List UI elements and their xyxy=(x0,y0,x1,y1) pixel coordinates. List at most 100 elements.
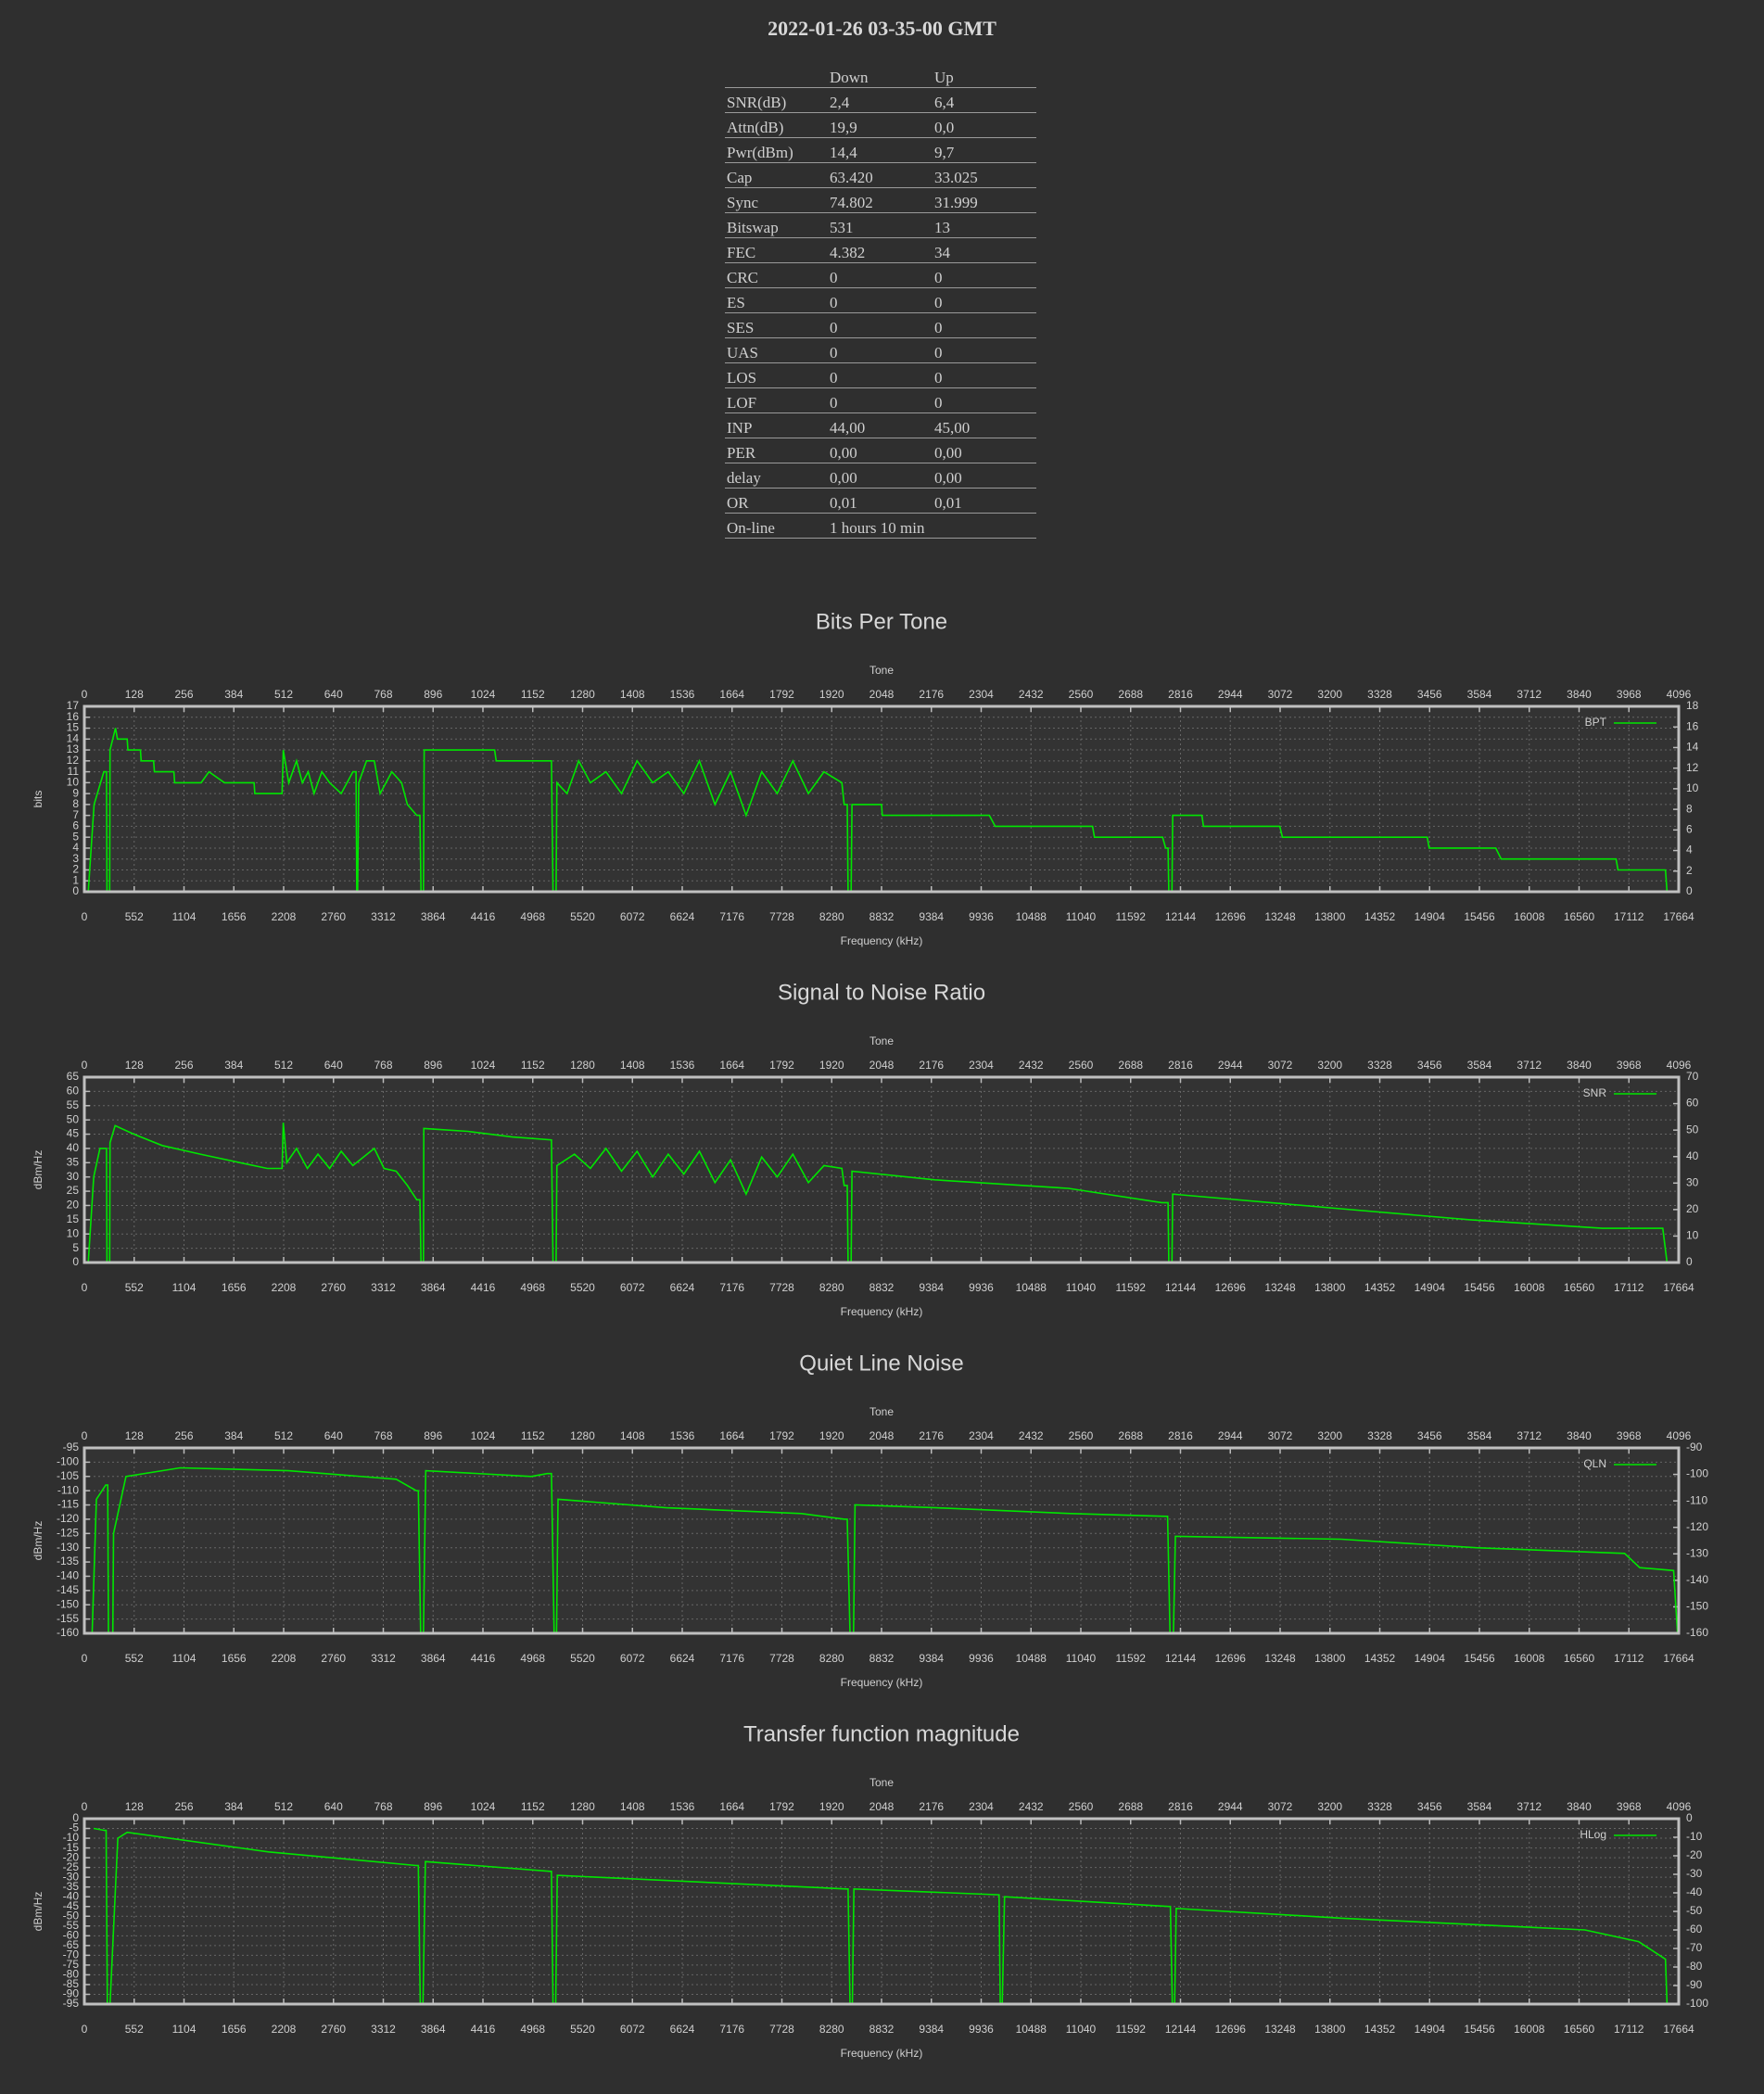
stat-value: 0,00 xyxy=(828,438,933,463)
x2-tick-label: 8832 xyxy=(869,1652,895,1665)
y-tick-label: 5 xyxy=(72,830,79,843)
x-tick-label: 256 xyxy=(174,1800,193,1813)
x2-tick-label: 4968 xyxy=(520,910,545,923)
y-tick-label: -155 xyxy=(57,1612,79,1625)
stats-row: CRC 0 0 xyxy=(725,262,1036,288)
y-tick-label: -100 xyxy=(57,1455,79,1468)
y-tick-label: 4 xyxy=(72,841,79,854)
y2-tick-label: 20 xyxy=(1686,1202,1699,1215)
x-tick-label: 2304 xyxy=(969,688,994,701)
stat-value: 0,01 xyxy=(828,488,933,514)
y-tick-label: 0 xyxy=(72,1255,79,1268)
row-label: Pwr(dBm) xyxy=(725,137,828,163)
x-tick-label: 384 xyxy=(224,688,243,701)
stats-row: SES 0 0 xyxy=(725,312,1036,338)
x-tick-label: 2560 xyxy=(1069,1429,1094,1442)
x2-tick-label: 3864 xyxy=(421,2023,446,2036)
x-tick-label: 2304 xyxy=(969,1800,994,1813)
stats-row: Attn(dB) 19,9 0,0 xyxy=(725,112,1036,138)
y-tick-label: 25 xyxy=(67,1184,80,1197)
row-label: LOF xyxy=(725,387,828,413)
x2-tick-label: 15456 xyxy=(1464,910,1495,923)
chart: Transfer function magnitude Tone Frequency… xyxy=(32,1721,1708,2060)
x-tick-label: 1408 xyxy=(620,688,645,701)
x2-tick-label: 2760 xyxy=(321,2023,346,2036)
y-tick-label: -120 xyxy=(57,1512,79,1525)
stat-value: 45,00 xyxy=(933,412,1036,438)
y-tick-label: -10 xyxy=(63,1831,80,1844)
x2-tick-label: 14352 xyxy=(1364,2023,1396,2036)
stats-row: INP 44,00 45,00 xyxy=(725,412,1036,438)
x2-tick-label: 7728 xyxy=(769,1281,794,1294)
x2-tick-label: 17112 xyxy=(1614,2023,1644,2036)
x-tick-label: 640 xyxy=(324,1429,343,1442)
x-tick-label: 3200 xyxy=(1317,1429,1342,1442)
y-tick-label: -110 xyxy=(57,1483,79,1496)
y-tick-label: 9 xyxy=(72,786,79,799)
x-tick-label: 3072 xyxy=(1268,688,1293,701)
legend-label: QLN xyxy=(1583,1457,1606,1470)
x2-tick-label: 10488 xyxy=(1016,1652,1047,1665)
x-tick-label: 128 xyxy=(125,1800,144,1813)
x2-tick-label: 12696 xyxy=(1215,1652,1247,1665)
x-tick-label: 4096 xyxy=(1667,688,1692,701)
x2-tick-label: 16560 xyxy=(1564,2023,1595,2036)
stat-value: 74.802 xyxy=(828,187,933,213)
x-tick-label: 1408 xyxy=(620,1059,645,1072)
y2-tick-label: -150 xyxy=(1686,1600,1708,1613)
x-tick-label: 3072 xyxy=(1268,1429,1293,1442)
x2-axis-title: Frequency (kHz) xyxy=(841,1305,923,1318)
x2-tick-label: 9936 xyxy=(969,910,994,923)
x-tick-label: 0 xyxy=(82,688,88,701)
x2-tick-label: 1656 xyxy=(222,2023,247,2036)
x2-tick-label: 1656 xyxy=(222,910,247,923)
chart-title: Signal to Noise Ratio xyxy=(778,980,985,1005)
y2-tick-label: 18 xyxy=(1686,699,1699,712)
x-tick-label: 3584 xyxy=(1467,688,1492,701)
x-tick-label: 2048 xyxy=(869,1059,895,1072)
y-tick-label: -140 xyxy=(57,1569,79,1582)
x-tick-label: 3200 xyxy=(1317,1059,1342,1072)
stat-value: 0 xyxy=(828,387,933,413)
x2-tick-label: 16560 xyxy=(1564,1652,1595,1665)
x-tick-label: 1920 xyxy=(819,1800,844,1813)
x2-tick-label: 3312 xyxy=(371,2023,396,2036)
stat-value: 0,01 xyxy=(933,488,1036,514)
stats-body: Down Up SNR(dB) 2,4 6,4 Attn(dB) 19,9 0,0 Pwr(… xyxy=(725,63,1036,539)
y2-tick-label: -30 xyxy=(1686,1867,1703,1880)
x2-tick-label: 9384 xyxy=(919,1652,944,1665)
x2-tick-label: 1104 xyxy=(172,910,197,923)
x-tick-label: 2176 xyxy=(919,688,944,701)
y2-tick-label: 10 xyxy=(1686,1229,1699,1242)
x2-tick-label: 8832 xyxy=(869,1281,895,1294)
x-axis-title: Tone xyxy=(869,1034,894,1047)
y-tick-label: -50 xyxy=(63,1909,80,1922)
x-tick-label: 2432 xyxy=(1019,1429,1044,1442)
x-tick-label: 0 xyxy=(82,1800,88,1813)
x-tick-label: 1024 xyxy=(471,1429,496,1442)
stats-row: FEC 4.382 34 xyxy=(725,237,1036,263)
x2-tick-label: 12144 xyxy=(1165,2023,1197,2036)
x2-tick-label: 6624 xyxy=(670,1281,695,1294)
row-label: ES xyxy=(725,287,828,313)
x-tick-label: 3712 xyxy=(1517,688,1542,701)
x-tick-label: 2432 xyxy=(1019,688,1044,701)
stats-row: PER 0,00 0,00 xyxy=(725,438,1036,463)
y-tick-label: 0 xyxy=(72,884,79,897)
stat-value: 1 hours 10 min xyxy=(828,513,1036,539)
x-tick-label: 256 xyxy=(174,1429,193,1442)
y2-tick-label: -100 xyxy=(1686,1997,1708,2010)
x2-tick-label: 0 xyxy=(82,1652,88,1665)
x2-tick-label: 11592 xyxy=(1116,910,1147,923)
y-tick-label: -55 xyxy=(63,1919,80,1932)
x2-tick-label: 9936 xyxy=(969,2023,994,2036)
x-tick-label: 0 xyxy=(82,1059,88,1072)
x2-tick-label: 10488 xyxy=(1016,2023,1047,2036)
row-label: SES xyxy=(725,312,828,338)
x-tick-label: 3200 xyxy=(1317,1800,1342,1813)
stats-row: SNR(dB) 2,4 6,4 xyxy=(725,87,1036,113)
x2-tick-label: 4416 xyxy=(471,1281,496,1294)
x2-tick-label: 9936 xyxy=(969,1652,994,1665)
x2-tick-label: 7728 xyxy=(769,910,794,923)
x2-tick-label: 5520 xyxy=(570,2023,595,2036)
